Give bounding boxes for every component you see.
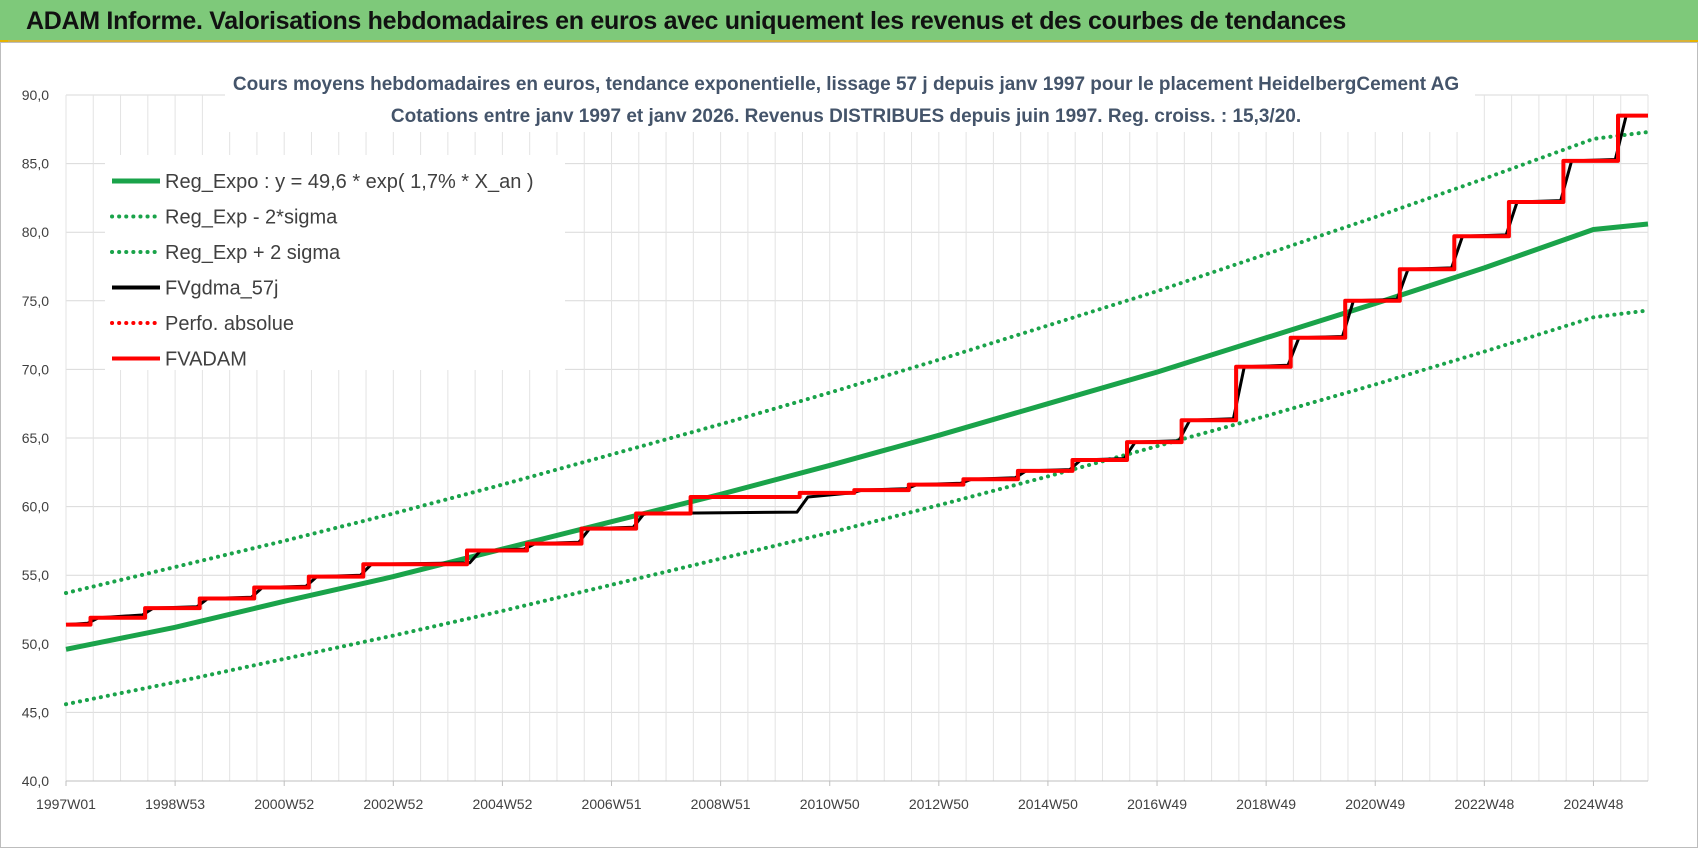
- y-tick-label: 70,0: [22, 361, 49, 377]
- series-line: [66, 113, 1648, 627]
- x-tick-label: 2016W49: [1127, 796, 1187, 812]
- x-tick-label: 2004W52: [472, 796, 532, 812]
- legend-label: Perfo. absolue: [165, 313, 294, 335]
- y-tick-label: 55,0: [22, 567, 49, 583]
- y-tick-label: 45,0: [22, 704, 49, 720]
- x-tick-label: 2022W48: [1454, 796, 1514, 812]
- legend-label: Reg_Expo : y = 49,6 * exp( 1,7% * X_an ): [165, 171, 534, 193]
- x-tick-label: 1998W53: [145, 796, 205, 812]
- series-line: [64, 308, 1650, 707]
- chart-subtitle: Cotations entre janv 1997 et janv 2026. …: [391, 106, 1301, 127]
- x-tick-label: 2008W51: [691, 796, 751, 812]
- series-line: [64, 130, 1650, 595]
- x-axis-ticks: 1997W01 1998W53 2000W52 2002W52 2004W52 2006W…: [36, 781, 1624, 812]
- x-tick-label: 2024W48: [1563, 796, 1623, 812]
- report-banner: ADAM Informe. Valorisations hebdomadaire…: [0, 0, 1698, 42]
- y-tick-label: 40,0: [22, 773, 49, 789]
- y-tick-label: 65,0: [22, 430, 49, 446]
- chart-title: Cours moyens hebdomadaires en euros, ten…: [233, 74, 1459, 95]
- x-tick-label: 1997W01: [36, 796, 96, 812]
- legend-label: Reg_Exp + 2 sigma: [165, 242, 341, 264]
- legend-background: [105, 155, 565, 370]
- x-tick-label: 2012W50: [909, 796, 969, 812]
- x-tick-label: 2020W49: [1345, 796, 1405, 812]
- plot-lines: [64, 113, 1650, 707]
- x-tick-label: 2010W50: [800, 796, 860, 812]
- legend-label: Reg_Exp - 2*sigma: [165, 207, 338, 229]
- x-tick-label: 2014W50: [1018, 796, 1078, 812]
- legend-label: FVgdma_57j: [165, 278, 278, 300]
- y-tick-label: 50,0: [22, 636, 49, 652]
- title-background: [225, 66, 1475, 132]
- x-tick-label: 2018W49: [1236, 796, 1296, 812]
- series-line: [65, 221, 1649, 652]
- legend-label: FVADAM: [165, 349, 247, 371]
- y-tick-label: 60,0: [22, 499, 49, 515]
- chart-legend: Reg_Expo : y = 49,6 * exp( 1,7% * X_an )…: [110, 171, 534, 371]
- y-tick-label: 90,0: [22, 87, 49, 103]
- y-tick-label: 85,0: [22, 156, 49, 172]
- x-tick-label: 2002W52: [363, 796, 423, 812]
- y-tick-label: 80,0: [22, 224, 49, 240]
- y-tick-label: 75,0: [22, 293, 49, 309]
- y-axis-ticks: 40,0 45,0 50,0 55,0 60,0 65,0 70,0 75,0 80,0 85,0…: [22, 87, 49, 789]
- report-title: ADAM Informe. Valorisations hebdomadaire…: [26, 7, 1347, 35]
- x-tick-label: 2000W52: [254, 796, 314, 812]
- x-tick-label: 2006W51: [582, 796, 642, 812]
